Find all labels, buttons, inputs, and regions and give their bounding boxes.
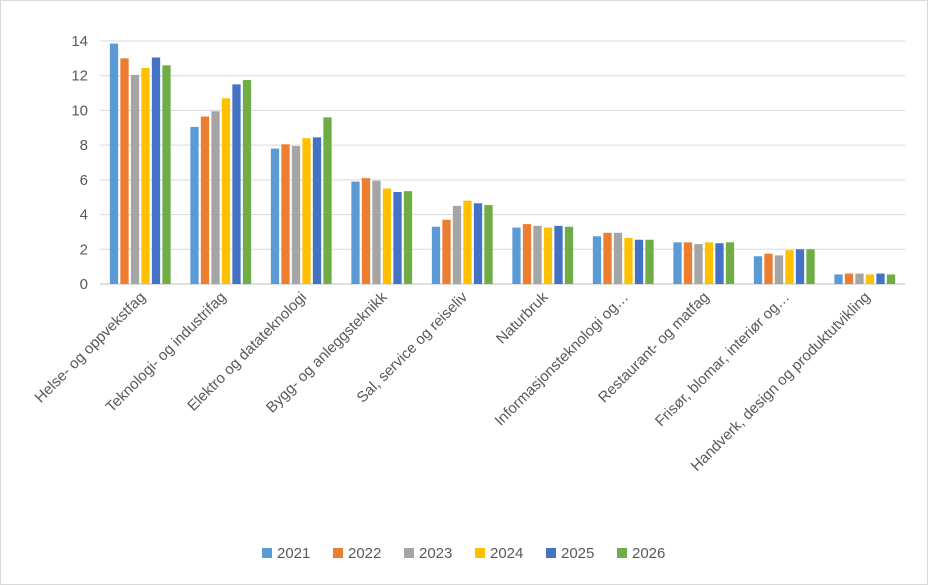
y-tick-label: 8 — [80, 137, 88, 154]
x-tick-label: Informasjonsteknologi og… — [492, 289, 633, 430]
bar-2025-2 — [232, 84, 241, 285]
bar-2024-1 — [141, 67, 150, 285]
bar-2024-4 — [382, 188, 392, 284]
bar-2025-4 — [393, 192, 402, 284]
y-tick-label: 4 — [80, 207, 88, 224]
bar-2026-9 — [806, 249, 815, 284]
bar-2022-6 — [522, 224, 532, 284]
legend-label-2021: 2021 — [277, 545, 310, 562]
bar-2022-2 — [200, 116, 210, 284]
bar-2026-8 — [725, 242, 735, 284]
legend: 2021 2022 2023 2024 2025 2026 — [262, 545, 665, 562]
bar-2022-10 — [844, 273, 854, 284]
bar-2021-4 — [351, 181, 360, 284]
x-tick-label: Handverk, design og produktutvikling — [688, 289, 874, 475]
bar-2022-3 — [281, 144, 290, 284]
y-tick-label: 6 — [80, 172, 88, 189]
legend-swatch-2024 — [475, 548, 485, 558]
bar-2023-10 — [855, 273, 864, 284]
y-tick-label: 12 — [71, 68, 88, 85]
bar-2023-8 — [694, 244, 703, 284]
bar-2022-7 — [603, 232, 612, 284]
legend-label-2026: 2026 — [632, 545, 665, 562]
bar-2021-8 — [673, 242, 682, 284]
y-tick-label: 2 — [80, 241, 88, 258]
bar-2022-9 — [764, 253, 773, 284]
bar-2023-4 — [372, 180, 381, 284]
bar-2026-1 — [162, 65, 171, 284]
bar-2021-7 — [592, 236, 602, 284]
y-tick-label: 10 — [71, 102, 88, 119]
x-tick-label: Frisør, blomar, interiør og… — [652, 289, 793, 430]
bar-2024-8 — [704, 242, 714, 284]
bar-2026-2 — [242, 80, 252, 284]
bar-2026-5 — [484, 205, 493, 284]
legend-label-2024: 2024 — [490, 545, 523, 562]
y-tick-label: 14 — [71, 33, 88, 50]
bar-2023-9 — [774, 255, 784, 284]
bar-2025-8 — [715, 243, 724, 284]
bar-2024-3 — [302, 138, 311, 284]
bar-2024-7 — [624, 238, 633, 284]
y-axis-ticks: 0 2 4 6 8 10 12 14 — [71, 33, 88, 293]
bar-2025-3 — [312, 137, 322, 284]
bar-2021-5 — [431, 226, 441, 284]
bar-2026-4 — [403, 191, 413, 284]
legend-label-2022: 2022 — [348, 545, 381, 562]
bar-2024-2 — [221, 98, 231, 285]
bar-2023-5 — [452, 205, 462, 284]
bar-2023-6 — [533, 225, 542, 284]
bar-2025-6 — [554, 225, 563, 284]
bar-2025-5 — [473, 203, 483, 284]
bar-2024-6 — [543, 227, 553, 284]
bars — [109, 43, 896, 285]
legend-swatch-2026 — [617, 548, 627, 558]
bar-2026-10 — [886, 274, 896, 284]
bar-2023-7 — [613, 232, 623, 284]
bar-2025-9 — [795, 249, 805, 284]
bar-2026-7 — [645, 239, 654, 284]
bar-2024-5 — [463, 200, 472, 284]
bar-2023-3 — [291, 146, 301, 284]
bar-2022-4 — [361, 178, 371, 284]
bar-2021-9 — [753, 256, 763, 284]
bar-2021-2 — [190, 126, 199, 285]
gridlines — [100, 40, 905, 285]
legend-label-2023: 2023 — [419, 545, 452, 562]
bar-2022-5 — [442, 219, 451, 284]
bar-2024-10 — [865, 274, 875, 284]
bar-2024-9 — [785, 250, 794, 284]
bar-2023-1 — [130, 74, 140, 284]
legend-swatch-2025 — [546, 548, 556, 558]
x-tick-label: Naturbruk — [493, 288, 552, 347]
bar-2025-7 — [634, 239, 644, 284]
legend-swatch-2022 — [333, 548, 343, 558]
bar-2021-1 — [109, 43, 119, 284]
bar-2026-6 — [564, 226, 574, 284]
y-tick-label: 0 — [80, 276, 88, 293]
bar-2025-1 — [151, 57, 161, 284]
bar-2023-2 — [211, 111, 220, 285]
bar-2021-3 — [270, 148, 280, 284]
bar-2025-10 — [876, 273, 885, 284]
legend-swatch-2023 — [404, 548, 414, 558]
bar-2026-3 — [323, 117, 332, 284]
bar-2021-6 — [512, 227, 521, 284]
bar-2022-1 — [120, 58, 129, 284]
bar-2022-8 — [683, 242, 693, 284]
legend-swatch-2021 — [262, 548, 272, 558]
bar-2021-10 — [834, 274, 843, 284]
legend-label-2025: 2025 — [561, 545, 594, 562]
